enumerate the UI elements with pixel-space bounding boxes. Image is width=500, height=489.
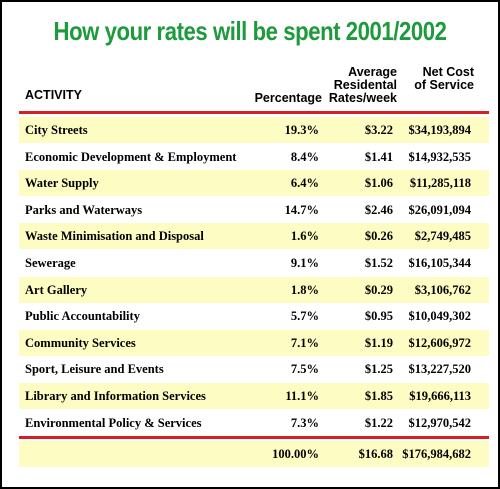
cell: $1.52 <box>364 256 393 270</box>
cell: 9.1% <box>290 256 319 270</box>
cell: $0.95 <box>364 309 393 324</box>
cell: 1.8% <box>290 282 319 297</box>
cell: 7.5% <box>290 362 319 377</box>
table-row: Environmental Policy & Services 7.3% $1.22… <box>19 410 489 436</box>
cell: Sport, Leisure and Events <box>25 362 164 377</box>
table-row: Public Accountability 5.7% $0.95 $10,049,30… <box>19 303 489 329</box>
cell: $3.22 <box>364 123 393 137</box>
cell: $0.29 <box>364 282 393 297</box>
cell: $1.41 <box>364 149 393 164</box>
column-header: ACTIVITY <box>25 88 82 102</box>
cell: $12,606,972 <box>408 335 472 350</box>
cell: $1.85 <box>364 389 393 403</box>
total-row: 100.00% $16.68 $176,984,682 <box>19 441 489 467</box>
table-row: Water Supply 6.4% $1.06 $11,285,118 <box>19 170 489 197</box>
cell: City Streets <box>25 123 88 137</box>
cell: $13,227,520 <box>408 362 472 377</box>
cell: $1.19 <box>364 335 393 350</box>
cell: $26,091,094 <box>408 202 472 217</box>
table-row: Economic Development & Employment 8.4% $1.… <box>19 144 489 170</box>
cell: $1.06 <box>364 176 393 191</box>
cell: 100.00% <box>272 447 319 461</box>
cell: $34,193,894 <box>408 123 472 137</box>
table-row: City Streets 19.3% $3.22 $34,193,894 <box>19 117 489 143</box>
cell: $176,984,682 <box>402 447 471 461</box>
cell: $3,106,762 <box>414 282 471 297</box>
table-row: Sport, Leisure and Events 7.5% $1.25 $13,22… <box>19 356 489 382</box>
cell: $10,049,302 <box>408 309 472 324</box>
table-row: Parks and Waterways 14.7% $2.46 $26,091,094 <box>19 197 489 223</box>
cell: 5.7% <box>290 309 319 324</box>
cell: $16,105,344 <box>408 256 472 270</box>
cell: 11.1% <box>285 389 319 403</box>
cell: $11,285,118 <box>409 176 471 191</box>
cell: Economic Development & Employment <box>25 149 237 164</box>
table-row: Art Gallery 1.8% $0.29 $3,106,762 <box>19 276 489 303</box>
cell: 19.3% <box>284 123 319 137</box>
cell: Community Services <box>25 335 136 350</box>
table-row: Waste Minimisation and Disposal 1.6% $0.26… <box>19 223 489 250</box>
column-header: Average Residental Rates/week <box>328 65 397 105</box>
cell: Water Supply <box>25 176 99 191</box>
cell: 7.1% <box>290 335 319 350</box>
cell: 7.3% <box>290 415 319 430</box>
cell: $2,749,485 <box>414 229 471 244</box>
cell: $12,970,542 <box>408 415 472 430</box>
table-row: Library and Information Services 11.1% $1.… <box>19 383 489 409</box>
table-row: Community Services 7.1% $1.19 $12,606,972 <box>19 329 489 356</box>
cell: $1.22 <box>364 415 393 430</box>
cell: $16.68 <box>358 447 393 461</box>
cell: Art Gallery <box>25 282 88 297</box>
cell: Library and Information Services <box>25 389 206 403</box>
column-header: Net Cost of Service <box>414 65 474 92</box>
cell: Sewerage <box>25 256 76 270</box>
cell: Public Accountability <box>25 309 140 324</box>
cell: Waste Minimisation and Disposal <box>25 229 204 244</box>
cell: 1.6% <box>290 229 319 244</box>
cell: 6.4% <box>290 176 319 191</box>
cell: $14,932,535 <box>408 149 472 164</box>
cell: $0.26 <box>364 229 393 244</box>
title: How your rates will be spent 2001/2002 <box>53 16 447 46</box>
divider <box>19 111 489 114</box>
cell: Environmental Policy & Services <box>25 415 202 430</box>
column-header: Percentage <box>254 91 322 105</box>
cell: $19,666,113 <box>409 389 471 403</box>
cell: 8.4% <box>290 149 319 164</box>
divider <box>19 436 489 439</box>
table-row: Sewerage 9.1% $1.52 $16,105,344 <box>19 250 489 276</box>
cell: Parks and Waterways <box>25 202 143 217</box>
cell: 14.7% <box>284 202 319 217</box>
cell: $2.46 <box>364 202 393 217</box>
cell: $1.25 <box>364 362 393 377</box>
